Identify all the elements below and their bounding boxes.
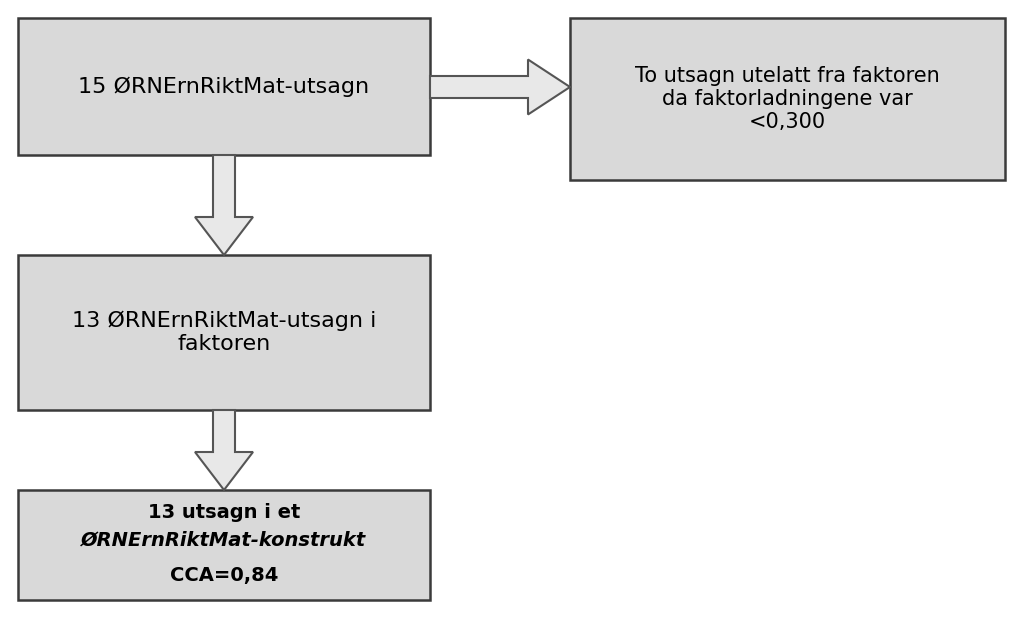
FancyBboxPatch shape: [18, 255, 430, 410]
Text: CCA=0,84: CCA=0,84: [170, 565, 279, 585]
FancyBboxPatch shape: [18, 490, 430, 600]
Text: 13 ØRNErnRiktMat-utsagn i
faktoren: 13 ØRNErnRiktMat-utsagn i faktoren: [72, 311, 376, 354]
Text: 13 utsagn i et: 13 utsagn i et: [147, 504, 300, 522]
Polygon shape: [195, 410, 253, 490]
Polygon shape: [430, 59, 570, 114]
Text: 15 ØRNErnRiktMat-utsagn: 15 ØRNErnRiktMat-utsagn: [79, 76, 370, 96]
Text: To utsagn utelatt fra faktoren
da faktorladningene var
<0,300: To utsagn utelatt fra faktoren da faktor…: [635, 66, 940, 132]
FancyBboxPatch shape: [18, 18, 430, 155]
FancyBboxPatch shape: [570, 18, 1005, 180]
Polygon shape: [195, 155, 253, 255]
Text: ØRNErnRiktMat-konstrukt: ØRNErnRiktMat-konstrukt: [81, 530, 367, 549]
